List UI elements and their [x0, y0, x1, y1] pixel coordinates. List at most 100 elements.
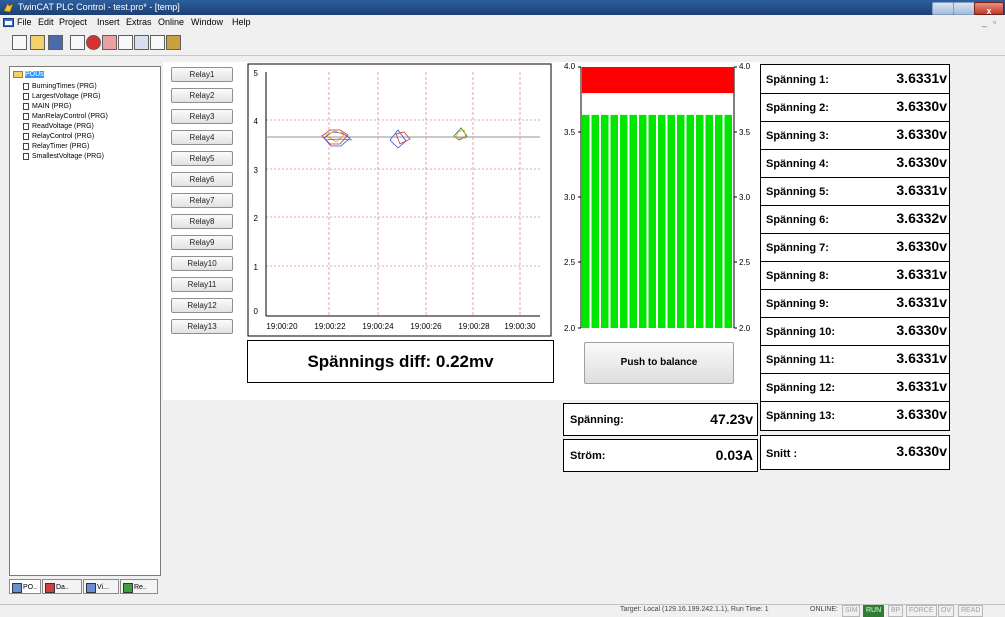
organizer-tab-strip: PO.. Da.. Vi... Re..	[9, 579, 159, 596]
mdi-minimize-icon[interactable]: _	[982, 17, 988, 27]
menu-extras[interactable]: Extras	[126, 17, 152, 27]
program-icon	[23, 82, 29, 90]
window-title: TwinCAT PLC Control - test.pro* - [temp]	[18, 2, 180, 12]
status-bar: Target: Local (129.16.199.242.1.1), Run …	[0, 604, 1005, 617]
relay9-button[interactable]: Relay9	[171, 235, 233, 250]
menu-window[interactable]: Window	[191, 17, 224, 27]
relay6-button[interactable]: Relay6	[171, 172, 233, 187]
trend-h-grid	[266, 119, 540, 267]
twincat-app-icon	[3, 2, 14, 13]
tab-pous[interactable]: PO..	[9, 579, 41, 594]
program-icon	[23, 142, 29, 150]
diff-value: 0.22mv	[435, 352, 494, 371]
stop-icon[interactable]	[86, 35, 101, 50]
overvoltage-band	[582, 67, 734, 94]
trend-traces	[321, 127, 468, 149]
tab-visualizations[interactable]: Vi...	[83, 579, 119, 594]
relay4-button[interactable]: Relay4	[171, 130, 233, 145]
current-display: Ström: 0.03A	[563, 439, 758, 472]
average-label: Snitt :	[766, 448, 798, 460]
tree-item[interactable]: ManRelayControl (PRG)	[23, 112, 108, 121]
relay1-button[interactable]: Relay1	[171, 67, 233, 82]
trend-x-tick: 19:00:28	[458, 322, 490, 331]
cell-bars	[582, 114, 732, 329]
resources-tab-icon	[123, 583, 133, 593]
tree-item[interactable]: LargestVoltage (PRG)	[23, 92, 100, 101]
cell-voltage-bar	[724, 114, 732, 328]
document-window-icon[interactable]	[3, 17, 14, 28]
menu-help[interactable]: Help	[232, 17, 251, 27]
cell-voltage-bar	[629, 114, 637, 328]
cell-voltage-bar	[667, 114, 675, 329]
cell-voltage-bar	[715, 114, 723, 328]
relay10-button[interactable]: Relay10	[171, 256, 233, 271]
cell-voltage-row: Spänning 10: 3.6330v	[761, 317, 949, 346]
tree-item[interactable]: MAIN (PRG)	[23, 102, 71, 111]
close-button[interactable]: x	[974, 2, 1004, 16]
tree-item[interactable]: ReadVoltage (PRG)	[23, 122, 94, 131]
menu-online[interactable]: Online	[158, 17, 185, 27]
trend-trace	[389, 129, 407, 149]
cell-voltage-row: Spänning 1: 3.6331v	[761, 65, 949, 94]
tab-data-types[interactable]: Da..	[42, 579, 82, 594]
cell-voltage-bar	[591, 114, 599, 329]
mdi-restore-icon[interactable]: ▫	[993, 17, 997, 27]
relay13-button[interactable]: Relay13	[171, 319, 233, 334]
gauge-right-tick: 3.0	[739, 193, 751, 202]
cell-voltage-bar-gauge: 4.0 3.5 3.0 2.5 2.0 4.0 3.5 3.0 2.5 2.0	[564, 62, 751, 338]
logout-icon[interactable]	[102, 35, 117, 50]
visualization-tab-icon	[86, 583, 96, 593]
relay7-button[interactable]: Relay7	[171, 193, 233, 208]
maximize-button[interactable]	[953, 2, 975, 15]
tree-folder-pous[interactable]: POUs	[13, 70, 44, 79]
cell-voltage-row: Spänning 8: 3.6331v	[761, 261, 949, 290]
total-voltage-label: Spänning:	[570, 414, 624, 426]
push-to-balance-button[interactable]: Push to balance	[584, 342, 734, 384]
gauge-left-tick: 2.5	[564, 258, 576, 267]
new-file-icon[interactable]	[12, 35, 27, 50]
minimize-button[interactable]	[932, 2, 954, 15]
open-folder-icon[interactable]	[30, 35, 45, 50]
menu-project[interactable]: Project	[59, 17, 88, 27]
total-voltage-value: 47.23v	[710, 411, 753, 427]
cell-voltage-bar	[639, 114, 647, 329]
trend-y-tick: 3	[254, 166, 259, 175]
save-icon[interactable]	[48, 35, 63, 50]
data-types-tab-icon	[45, 583, 55, 593]
tree-item[interactable]: BurningTimes (PRG)	[23, 82, 97, 91]
program-icon	[23, 152, 29, 160]
menu-insert[interactable]: Insert	[97, 17, 120, 27]
program-icon	[23, 132, 29, 140]
breakpoint-icon[interactable]	[134, 35, 149, 50]
tab-resources[interactable]: Re..	[120, 579, 158, 594]
relay11-button[interactable]: Relay11	[171, 277, 233, 292]
login-icon[interactable]	[70, 35, 85, 50]
cell-voltage-row: Spänning 11: 3.6331v	[761, 345, 949, 374]
trend-y-tick: 4	[254, 117, 259, 126]
cell-voltage-row: Spänning 5: 3.6331v	[761, 177, 949, 206]
trend-x-tick: 19:00:22	[314, 322, 346, 331]
relay8-button[interactable]: Relay8	[171, 214, 233, 229]
program-icon	[23, 102, 29, 110]
run-icon[interactable]	[118, 35, 133, 50]
online-tools-icon[interactable]	[166, 35, 181, 50]
voltage-diff-display: Spännings diff: 0.22mv	[247, 340, 554, 383]
relay2-button[interactable]: Relay2	[171, 88, 233, 103]
relay5-button[interactable]: Relay5	[171, 151, 233, 166]
cell-voltage-row: Spänning 2: 3.6330v	[761, 93, 949, 122]
tree-item[interactable]: RelayTimer (PRG)	[23, 142, 89, 151]
tree-item[interactable]: SmallestVoltage (PRG)	[23, 152, 104, 161]
cell-voltage-bar	[582, 114, 590, 328]
gauge-right-tick: 2.0	[739, 324, 751, 333]
status-sim: SIM	[842, 605, 861, 617]
total-voltage-display: Spänning: 47.23v	[563, 403, 758, 436]
tree-item[interactable]: RelayControl (PRG)	[23, 132, 94, 141]
cell-voltage-bar	[686, 114, 694, 328]
menu-edit[interactable]: Edit	[38, 17, 54, 27]
relay3-button[interactable]: Relay3	[171, 109, 233, 124]
relay12-button[interactable]: Relay12	[171, 298, 233, 313]
menu-file[interactable]: File	[17, 17, 32, 27]
cell-voltage-bar	[696, 114, 704, 329]
trend-x-tick: 19:00:24	[362, 322, 394, 331]
step-icon[interactable]	[150, 35, 165, 50]
